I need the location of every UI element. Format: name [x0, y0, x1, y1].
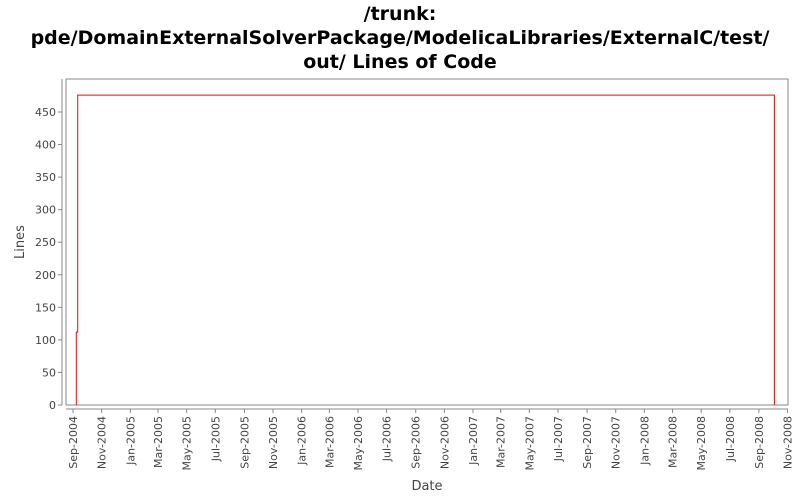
x-tick-label: Jan-2008	[638, 416, 651, 466]
x-tick-label: Mar-2005	[152, 416, 165, 468]
x-tick-label: Jan-2006	[296, 416, 309, 466]
x-tick-label: Nov-2005	[267, 416, 280, 469]
x-tick-label: Mar-2007	[495, 416, 508, 468]
y-axis-label: Lines	[13, 225, 28, 259]
plot-area	[65, 78, 789, 406]
x-tick-label: Jul-2008	[724, 416, 737, 462]
y-axis: 0 50 100 150 200 250 300 350 400 450	[35, 79, 63, 412]
y-tick-label: 400	[35, 139, 56, 152]
x-tick-label: Nov-2004	[96, 416, 109, 469]
x-axis-label: Date	[411, 479, 442, 494]
x-tick-label: Mar-2006	[323, 416, 336, 468]
x-tick-label: Jan-2007	[467, 416, 480, 466]
y-tick-label: 200	[35, 269, 56, 282]
x-tick-label: Jul-2005	[209, 416, 222, 462]
x-tick-label: Nov-2006	[438, 416, 451, 469]
x-tick-label: Nov-2008	[782, 416, 795, 469]
y-tick-label: 150	[35, 301, 56, 314]
lines-of-code-series	[75, 94, 775, 405]
x-tick-label: Jul-2007	[552, 416, 565, 462]
title-line-2: pde/DomainExternalSolverPackage/Modelica…	[30, 27, 770, 49]
x-tick-label: May-2007	[523, 416, 536, 471]
y-tick-label: 250	[35, 236, 56, 249]
x-tick-label: May-2006	[352, 416, 365, 471]
x-tick-label: Sep-2006	[410, 416, 423, 469]
title-line-1: /trunk:	[363, 3, 437, 25]
x-tick-label: Sep-2007	[581, 416, 594, 469]
x-tick-label: May-2008	[695, 416, 708, 471]
y-tick-label: 50	[42, 366, 56, 379]
x-tick-label: Nov-2007	[610, 416, 623, 469]
x-tick-label: Sep-2008	[753, 416, 766, 469]
x-axis: Sep-2004 Nov-2004 Jan-2005 Mar-2005 May-2005…	[66, 408, 795, 471]
x-tick-label: Jan-2005	[124, 416, 137, 466]
x-tick-label: Sep-2005	[238, 416, 251, 469]
x-tick-label: Sep-2004	[67, 416, 80, 469]
x-tick-label: Mar-2008	[667, 416, 680, 468]
y-tick-label: 100	[35, 334, 56, 347]
x-tick-label: Jul-2006	[381, 416, 394, 462]
title-line-3: out/ Lines of Code	[303, 51, 497, 73]
y-tick-label: 450	[35, 106, 56, 119]
y-tick-label: 0	[49, 399, 56, 412]
series-layer	[75, 94, 775, 405]
chart-title: /trunk: pde/DomainExternalSolverPackage/…	[0, 2, 800, 74]
x-tick-label: May-2005	[181, 416, 194, 471]
y-tick-label: 300	[35, 204, 56, 217]
y-tick-label: 350	[35, 171, 56, 184]
